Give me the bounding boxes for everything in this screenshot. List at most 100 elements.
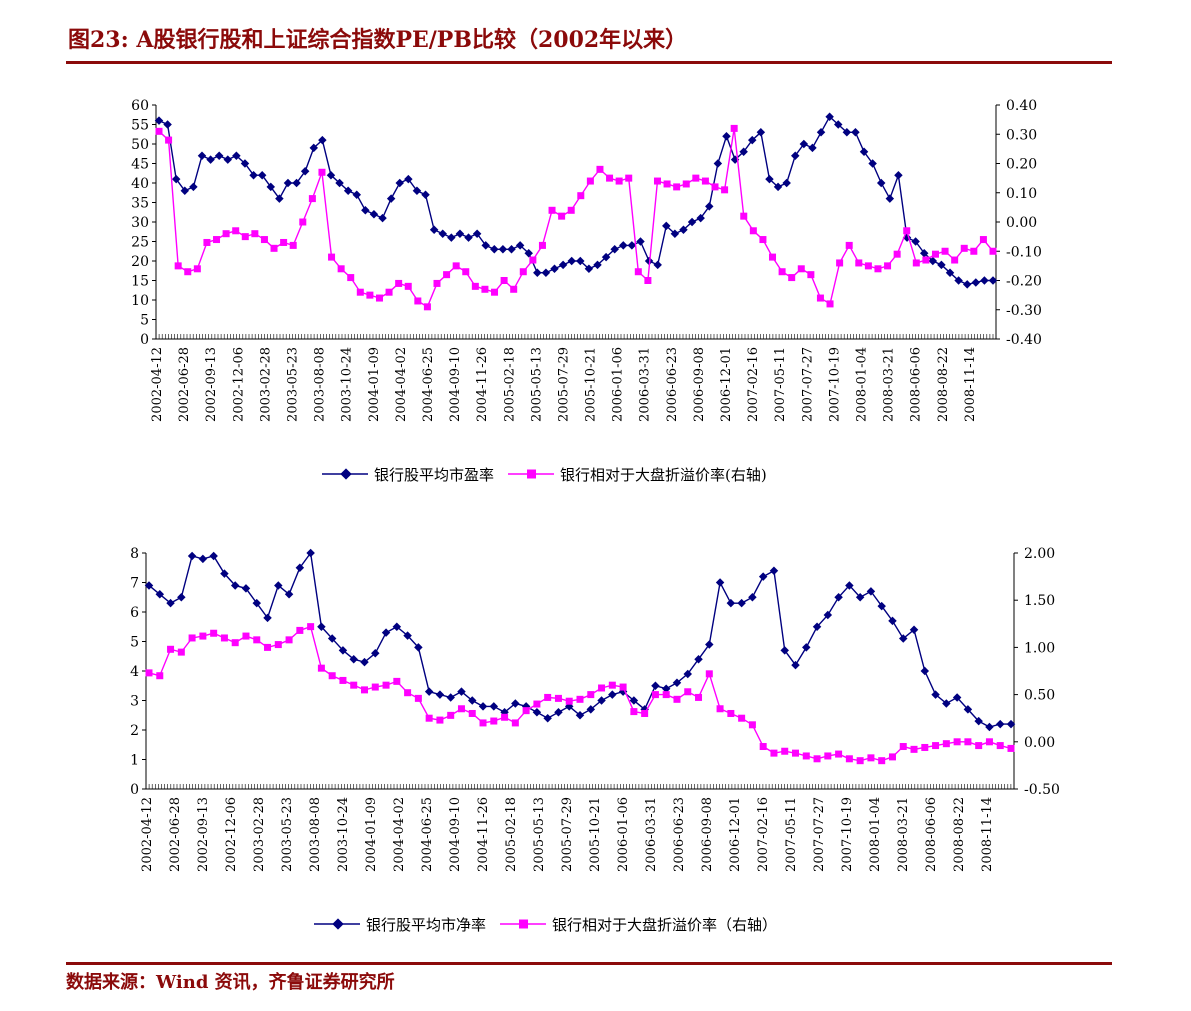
point (954, 276, 963, 285)
x-tick-label: 2006-06-23 (672, 797, 687, 872)
point (242, 632, 250, 640)
y-left-tick-label: 30 (131, 215, 149, 231)
point (382, 681, 390, 689)
point (888, 753, 896, 761)
point (653, 260, 662, 270)
point (171, 174, 181, 184)
point (360, 657, 369, 667)
point (682, 180, 690, 188)
point (576, 256, 585, 266)
y-left-tick-label: 45 (131, 157, 149, 173)
point (501, 713, 509, 721)
point (326, 170, 336, 180)
source-note: 数据来源：Wind 资讯，齐鲁证券研究所 (66, 972, 395, 993)
point (252, 598, 261, 608)
x-tick-label: 2005-10-21 (588, 797, 603, 872)
point (270, 244, 278, 252)
point (308, 195, 316, 203)
point (266, 182, 276, 192)
point (963, 705, 973, 714)
point (808, 143, 817, 153)
point (421, 190, 430, 199)
y-right-tick-label: -0.30 (1006, 303, 1042, 319)
point (759, 236, 767, 244)
x-tick-label: 2003-02-28 (258, 347, 273, 422)
point (369, 209, 379, 219)
x-tick-label: 2005-02-18 (504, 797, 519, 872)
x-tick-label: 2006-09-08 (700, 797, 715, 872)
point (423, 303, 431, 311)
point (727, 709, 735, 717)
point (220, 634, 228, 642)
point (641, 709, 649, 717)
point (912, 259, 920, 267)
point (816, 294, 824, 302)
point (567, 256, 576, 266)
x-tick-label: 2004-09-10 (448, 797, 463, 872)
point (328, 672, 336, 680)
x-tick-label: 2008-01-04 (868, 797, 883, 872)
y-right-tick-label: 0.00 (1006, 215, 1037, 231)
point (532, 708, 542, 717)
y-right-tick-label: -0.40 (1006, 332, 1042, 348)
x-tick-label: 2008-08-22 (952, 797, 967, 872)
point (285, 636, 293, 644)
top-rule (66, 61, 1112, 64)
point (797, 265, 805, 273)
x-tick-label: 2004-09-10 (448, 347, 463, 422)
point (577, 192, 585, 200)
point (792, 749, 799, 757)
point (942, 740, 950, 748)
point (155, 127, 163, 135)
point (180, 186, 190, 196)
point (884, 262, 892, 270)
point (636, 237, 645, 246)
x-tick-label: 2003-10-24 (340, 347, 355, 422)
point (395, 279, 403, 287)
point (264, 643, 272, 651)
point (533, 700, 541, 708)
y-left-tick-label: 3 (130, 694, 139, 710)
x-minor-ticks (155, 334, 994, 339)
x-tick-label: 2004-01-09 (364, 797, 379, 872)
point (500, 277, 508, 284)
point (749, 227, 757, 235)
point (548, 206, 556, 214)
point (816, 128, 826, 137)
point (962, 280, 972, 289)
point (436, 716, 444, 724)
point (782, 178, 791, 188)
point (964, 738, 972, 746)
point (300, 167, 310, 176)
point (490, 717, 498, 725)
point (931, 250, 939, 258)
series-relative (145, 623, 1015, 765)
y-left-tick-label: 0 (130, 782, 139, 798)
point (386, 194, 396, 203)
point (576, 695, 584, 703)
point (447, 711, 455, 719)
x-tick-label: 2005-07-29 (556, 347, 571, 422)
point (713, 159, 723, 168)
legend-marker (340, 468, 352, 480)
x-tick-label: 2002-12-06 (224, 797, 239, 872)
point (481, 241, 490, 250)
point (903, 227, 911, 235)
point (716, 705, 724, 713)
point (328, 253, 336, 261)
series-line (158, 115, 993, 286)
point (156, 672, 164, 680)
point (625, 174, 633, 182)
plot-frame (155, 105, 997, 340)
point (507, 245, 516, 254)
point (433, 279, 441, 287)
point (802, 752, 810, 760)
point (425, 714, 433, 722)
point (231, 639, 239, 647)
point (209, 551, 218, 561)
point (740, 212, 748, 220)
y-right-tick-label: -0.50 (1024, 782, 1060, 798)
point (758, 572, 768, 581)
point (491, 288, 499, 296)
series-relative (155, 124, 997, 311)
